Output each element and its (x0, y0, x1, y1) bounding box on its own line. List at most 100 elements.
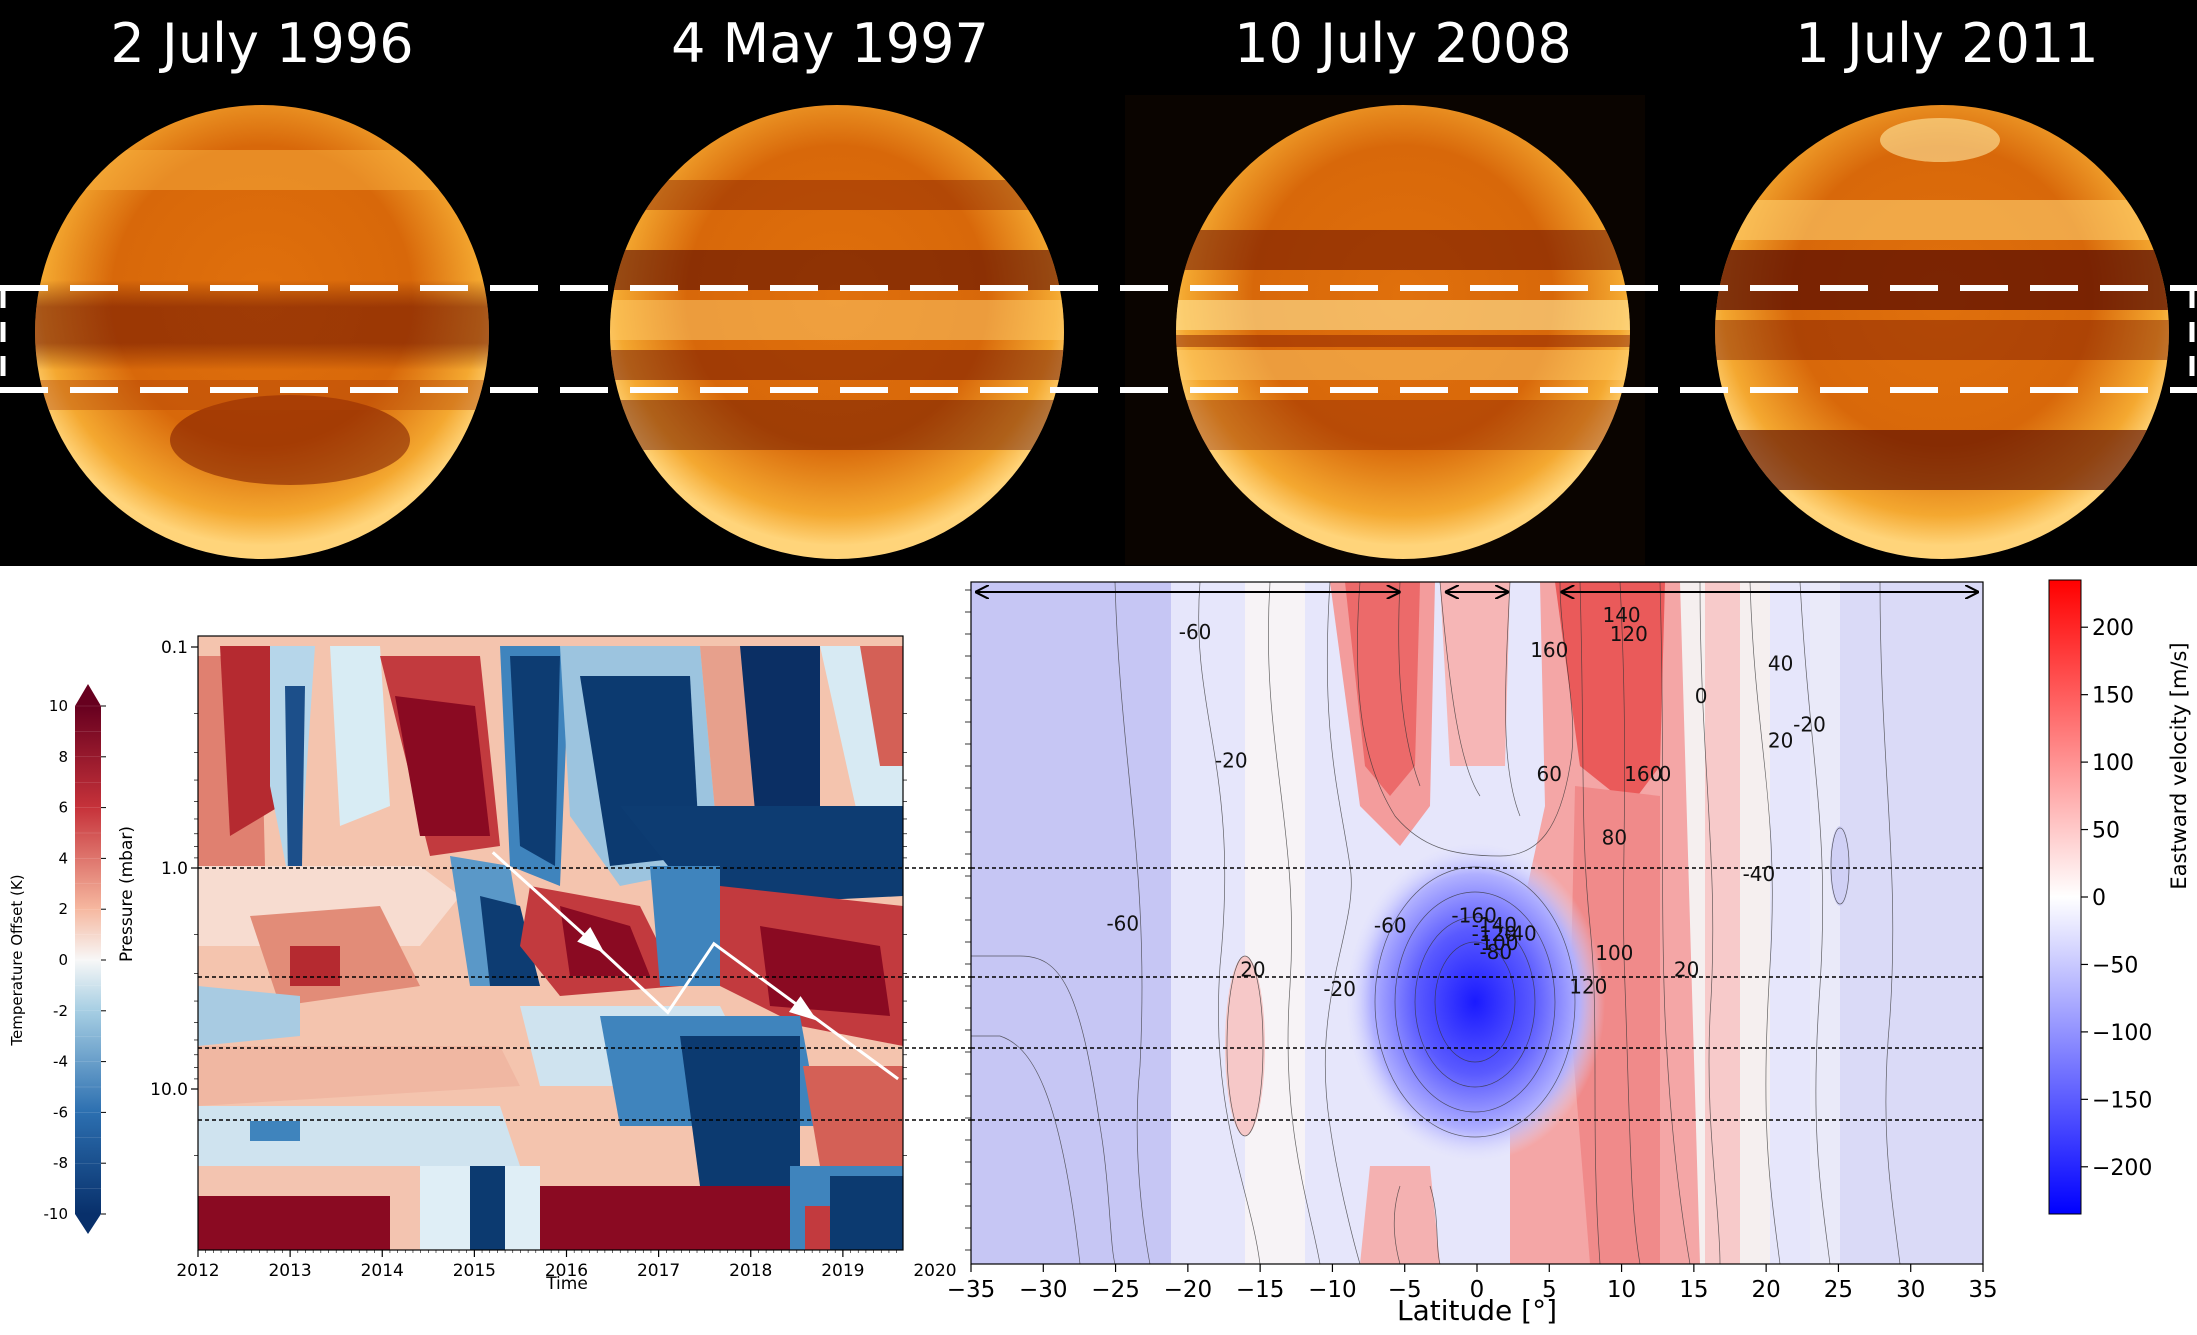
contour-label: 120 (1569, 974, 1607, 998)
descent-arrowhead (788, 996, 818, 1021)
charts-area: 10 8 6 4 2 0 -2 -4 -6 -8 -10 Temperature Offset (K… (0, 566, 2197, 1331)
contour-label: 40 (1768, 652, 1793, 676)
temperature-colorbar-tick-label: 4 (58, 849, 68, 867)
left-x-tick-label: 2013 (268, 1261, 311, 1281)
contour-label: 100 (1595, 941, 1633, 965)
right-x-tick-label: −10 (1308, 1277, 1357, 1303)
left-x-tick-label: 2015 (453, 1261, 496, 1281)
left-x-tick-label: 2017 (637, 1261, 680, 1281)
contour-label: 120 (1610, 622, 1648, 646)
temperature-colorbar: 10 8 6 4 2 0 -2 -4 -6 -8 -10 Temperature Offset (K… (8, 684, 106, 1234)
temperature-colorbar-tick-label: 0 (58, 951, 68, 969)
contour-label: 0 (1659, 762, 1672, 786)
contour-label: -160 (1451, 903, 1496, 927)
left-x-tick-label: 2018 (729, 1261, 772, 1281)
right-x-tick-label: −20 (1164, 1277, 1213, 1303)
left-plot-frame (197, 635, 904, 1251)
reference-lines (971, 867, 1983, 1121)
velocity-colorbar-tick-label: 0 (2092, 886, 2106, 911)
left-x-tick-label: 2014 (361, 1261, 404, 1281)
jupiter-disk-1996 (35, 105, 489, 559)
contour-label: -120 (1472, 922, 1517, 946)
velocity-colorbar-tick-label: 150 (2092, 684, 2134, 709)
left-y-tick-label: 10.0 (150, 1080, 188, 1100)
right-x-tick-label: 10 (1607, 1277, 1636, 1303)
jupiter-disk-1997 (610, 105, 1064, 559)
velocity-colorbar-tick-label: 200 (2092, 616, 2134, 641)
contour-label: 20 (1240, 957, 1265, 981)
right-x-tick-label: 35 (1968, 1277, 1997, 1303)
equatorial-vortex (1345, 842, 1605, 1162)
date-label-3: 10 July 2008 (1234, 12, 1572, 75)
temperature-colorbar-tick-label: 8 (58, 748, 68, 766)
right-x-tick-label: −25 (1091, 1277, 1140, 1303)
contour-label: -60 (1106, 911, 1139, 935)
jupiter-disk-2008 (1125, 95, 1645, 565)
right-x-tick-label: 20 (1752, 1277, 1781, 1303)
date-label-4: 1 July 2011 (1795, 12, 2098, 75)
right-x-tick-label: 25 (1824, 1277, 1853, 1303)
velocity-colorbar-tick-label: −100 (2092, 1021, 2152, 1046)
jupiter-disk-2011 (1715, 105, 2169, 559)
left-y-tick-label: 1.0 (161, 859, 188, 879)
left-x-tick-label: 2019 (821, 1261, 864, 1281)
contour-label: -20 (1323, 977, 1356, 1001)
jupiter-image-strip: 2 July 1996 4 May 1997 10 July 2008 1 Ju… (0, 0, 2197, 566)
contour-label: 20 (1768, 729, 1793, 753)
contour-label: 0 (1695, 684, 1708, 708)
left-y-axis-label: Pressure (mbar) (117, 826, 137, 962)
contour-label: 80 (1602, 825, 1627, 849)
contour-label: -140 (1472, 913, 1517, 937)
velocity-colorbar-tick-label: −200 (2092, 1156, 2152, 1181)
velocity-colorbar-tick-label: 50 (2092, 819, 2120, 844)
temperature-heatmap: 2012 2013 2014 2015 2016 2017 2018 2019 2020 0.1… (117, 635, 957, 1294)
temperature-colorbar-tick-label: 10 (49, 697, 68, 715)
contour-label: -80 (1479, 940, 1512, 964)
left-x-tick-label: 2016 (545, 1261, 588, 1281)
right-x-axis-label: Latitude [°] (1397, 1294, 1557, 1327)
temperature-colorbar-tick-label: -8 (53, 1154, 68, 1172)
date-label-2: 4 May 1997 (671, 12, 989, 75)
date-label-1: 2 July 1996 (110, 12, 413, 75)
temperature-colorbar-tick-label: 6 (58, 799, 68, 817)
left-reference-lines (198, 867, 971, 1121)
right-x-tick-label: 5 (1542, 1277, 1557, 1303)
descent-arrowhead (577, 927, 605, 954)
temperature-colorbar-tick-label: -4 (53, 1053, 68, 1071)
contour-label: 160 (1624, 762, 1662, 786)
right-x-tick-label: −15 (1236, 1277, 1285, 1303)
temperature-colorbar-tick-label: 2 (58, 900, 68, 918)
contour-label: -40 (1504, 922, 1537, 946)
contour-label: -20 (1215, 748, 1248, 772)
right-x-tick-label: −5 (1388, 1277, 1422, 1303)
right-x-tick-label: 0 (1470, 1277, 1485, 1303)
velocity-contours (971, 582, 1901, 1264)
left-x-tick-label: 2020 (913, 1261, 956, 1281)
temperature-colorbar-label: Temperature Offset (K) (8, 874, 26, 1046)
velocity-colorbar-tick-label: −50 (2092, 953, 2138, 978)
contour-label: -100 (1473, 931, 1518, 955)
contour-label: 160 (1530, 638, 1568, 662)
right-x-tick-label: 30 (1896, 1277, 1925, 1303)
left-y-tick-label: 0.1 (161, 638, 188, 658)
right-x-tick-label: −35 (947, 1277, 996, 1303)
contour-label: 140 (1602, 603, 1640, 627)
temperature-colorbar-tick-label: -10 (44, 1205, 69, 1223)
velocity-colorbar-tick-label: 100 (2092, 751, 2134, 776)
velocity-colorbar-label: Eastward velocity [m/s] (2167, 642, 2191, 889)
left-x-tick-label: 2012 (176, 1261, 219, 1281)
contour-label: -60 (1179, 620, 1212, 644)
contour-label: -60 (1374, 913, 1407, 937)
left-x-axis-label: Time (545, 1274, 588, 1294)
temperature-colorbar-tick-label: -2 (53, 1002, 68, 1020)
contour-label: -20 (1793, 712, 1826, 736)
jupiter-strip-svg: 2 July 1996 4 May 1997 10 July 2008 1 Ju… (0, 12, 2197, 565)
velocity-colorbar: 200 150 100 50 0 −50 −100 −150 −200 Eastward vel… (2048, 579, 2191, 1215)
right-x-tick-label: −30 (1019, 1277, 1068, 1303)
contour-label: -40 (1743, 862, 1776, 886)
contour-label: 20 (1674, 957, 1699, 981)
right-x-tick-label: 15 (1679, 1277, 1708, 1303)
descent-path (491, 851, 899, 1081)
